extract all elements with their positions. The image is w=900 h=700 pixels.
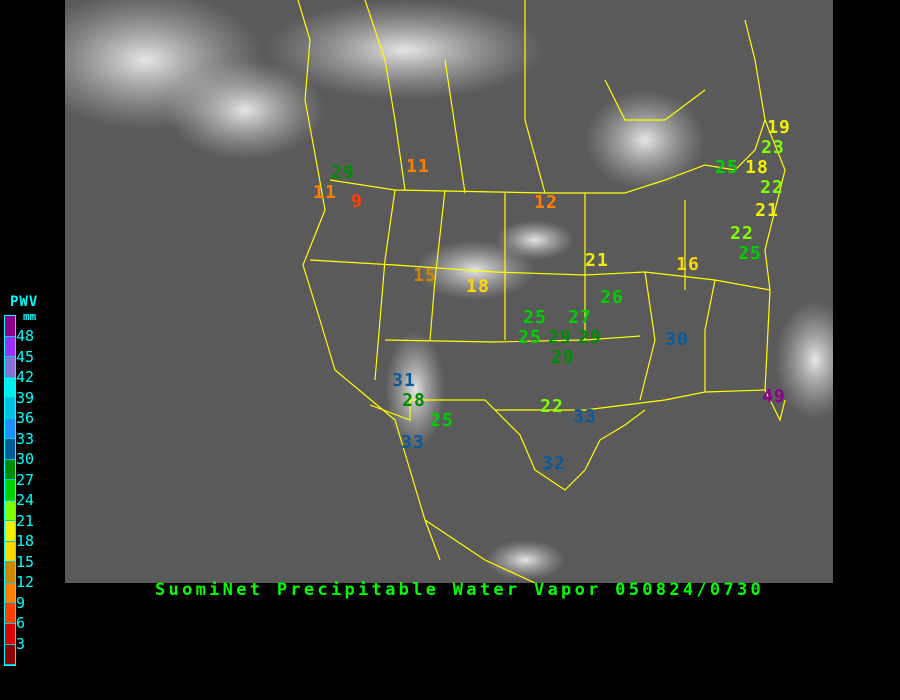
station-pwv-value: 11 xyxy=(313,182,337,203)
station-pwv-value: 12 xyxy=(534,192,558,213)
legend-tick-label: 24 xyxy=(16,491,35,509)
station-pwv-value: 27 xyxy=(568,307,592,328)
color-scale-bar xyxy=(4,315,16,666)
map-borders xyxy=(65,0,833,583)
legend-tick-label: 42 xyxy=(16,368,35,386)
station-pwv-value: 28 xyxy=(402,390,426,411)
station-pwv-value: 25 xyxy=(430,410,454,431)
station-pwv-value: 29 xyxy=(548,327,572,348)
station-pwv-value: 9 xyxy=(351,191,363,212)
legend-swatch xyxy=(5,603,15,624)
station-pwv-value: 21 xyxy=(585,250,609,271)
legend-swatch xyxy=(5,521,15,542)
legend-swatch xyxy=(5,562,15,583)
station-pwv-value: 29 xyxy=(578,327,602,348)
station-pwv-value: 25 xyxy=(738,243,762,264)
station-pwv-value: 30 xyxy=(665,329,689,350)
station-pwv-value: 16 xyxy=(676,254,700,275)
legend-swatch xyxy=(5,644,15,666)
legend-swatch xyxy=(5,480,15,501)
legend-swatch xyxy=(5,439,15,460)
legend-title: PWV xyxy=(10,294,39,310)
legend-tick-label: 12 xyxy=(16,573,35,591)
station-pwv-value: 19 xyxy=(767,117,791,138)
legend-tick-label: 48 xyxy=(16,327,35,345)
legend-unit: mm xyxy=(23,310,37,323)
station-pwv-value: 25 xyxy=(523,307,547,328)
legend-tick-label: 33 xyxy=(16,429,35,448)
map-caption: SuomiNet Precipitable Water Vapor 050824… xyxy=(155,580,765,600)
station-pwv-value: 21 xyxy=(755,200,779,221)
legend-swatch xyxy=(5,459,15,481)
station-pwv-value: 33 xyxy=(401,432,425,453)
station-pwv-value: 11 xyxy=(406,156,430,177)
legend-tick-label: 15 xyxy=(16,552,35,571)
legend-swatch xyxy=(5,357,15,378)
station-pwv-value: 25 xyxy=(715,157,739,178)
station-pwv-value: 31 xyxy=(392,370,416,391)
station-pwv-value: 26 xyxy=(600,287,624,308)
legend-tick-label: 18 xyxy=(16,532,35,550)
clouds xyxy=(65,0,833,580)
legend-swatch xyxy=(5,377,15,399)
station-pwv-value: 23 xyxy=(761,137,785,158)
legend-tick-label: 39 xyxy=(16,388,35,407)
legend-swatch xyxy=(5,418,15,440)
legend-tick-label: 30 xyxy=(16,450,35,468)
station-pwv-value: 18 xyxy=(466,276,490,297)
legend-swatch xyxy=(5,500,15,522)
legend-tick-label: 45 xyxy=(16,347,35,366)
station-pwv-value: 29 xyxy=(551,347,575,368)
legend-swatch xyxy=(5,541,15,563)
legend-swatch xyxy=(5,316,15,337)
legend-tick-label: 6 xyxy=(16,614,26,632)
station-pwv-value: 33 xyxy=(573,406,597,427)
legend-swatch xyxy=(5,623,15,645)
station-pwv-value: 49 xyxy=(762,386,786,407)
station-pwv-value: 32 xyxy=(542,453,566,474)
legend-swatch xyxy=(5,336,15,358)
legend-swatch xyxy=(5,582,15,604)
station-pwv-value: 29 xyxy=(331,162,355,183)
legend-tick-label: 27 xyxy=(16,470,35,489)
station-pwv-value: 18 xyxy=(745,157,769,178)
legend-swatch xyxy=(5,398,15,419)
station-pwv-value: 22 xyxy=(730,223,754,244)
satellite-map: 29 11 11 9 12 21 16 15 18 26 25 27 25 29 29 29 30 31 28 25 2… xyxy=(65,0,833,583)
station-pwv-value: 22 xyxy=(540,396,564,417)
station-pwv-value: 22 xyxy=(760,177,784,198)
legend-tick-label: 36 xyxy=(16,409,35,427)
borders xyxy=(297,0,786,583)
legend-tick-label: 3 xyxy=(16,634,26,653)
station-pwv-value: 15 xyxy=(413,265,437,286)
legend-tick-label: 21 xyxy=(16,511,35,530)
station-pwv-value: 25 xyxy=(518,327,542,348)
legend-tick-label: 9 xyxy=(16,593,26,612)
